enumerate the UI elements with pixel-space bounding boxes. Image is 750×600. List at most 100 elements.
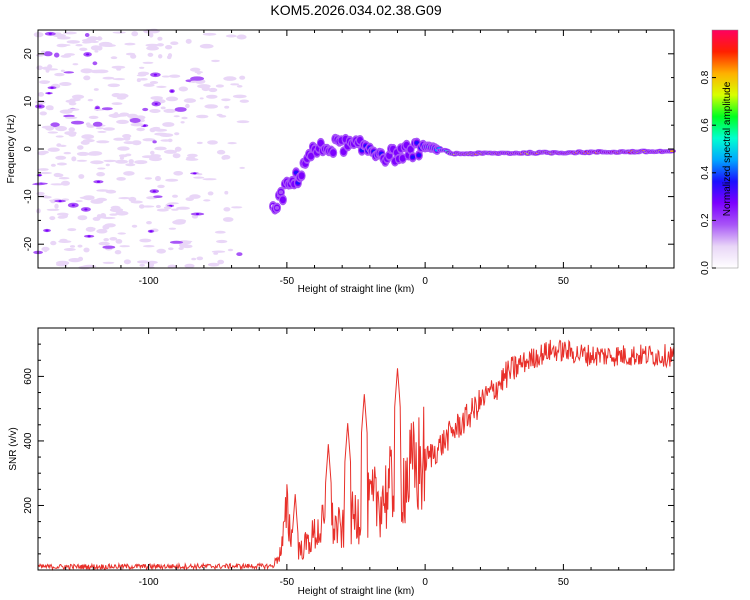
noise-blob (172, 194, 178, 198)
colorbar-frame (711, 29, 739, 269)
noise-core (47, 92, 51, 95)
noise-blob (63, 248, 76, 251)
noise-blob (71, 94, 85, 100)
noise-blob (203, 199, 211, 202)
noise-blob (63, 31, 77, 35)
noise-blob (109, 213, 118, 216)
noise-blob (174, 146, 182, 152)
noise-blob (95, 127, 104, 130)
noise-blob (190, 76, 205, 81)
snr-xlabel: Height of straight line (km) (298, 586, 415, 597)
noise-blob (47, 131, 59, 134)
noise-blob (150, 96, 163, 100)
noise-blob (56, 162, 67, 166)
noise-blob (75, 44, 83, 47)
noise-blob (102, 245, 116, 249)
noise-blob (39, 150, 49, 154)
noise-blob (215, 84, 224, 88)
noise-blob (60, 69, 65, 73)
noise-core (71, 204, 75, 207)
noise-core (169, 204, 173, 207)
noise-blob (50, 240, 57, 246)
noise-blob (147, 28, 160, 34)
noise-blob (211, 59, 220, 63)
noise-blob (112, 78, 126, 81)
noise-blob (146, 221, 152, 225)
noise-blob (55, 155, 67, 160)
snr-xtick-label: -100 (139, 577, 159, 588)
noise-core (48, 32, 52, 35)
colorbar-tick-label: 0.8 (700, 70, 711, 84)
noise-blob (88, 151, 103, 156)
snr-ylabel: SNR (v/v) (8, 427, 19, 470)
heatmap-ylabel: Frequency (Hz) (6, 115, 17, 184)
noise-blob (111, 102, 123, 105)
noise-blob (137, 260, 150, 264)
noise-blob (163, 206, 172, 210)
noise-blob (63, 151, 72, 155)
noise-blob (90, 69, 103, 74)
noise-blob (64, 116, 78, 119)
noise-core (84, 208, 88, 211)
noise-blob (50, 163, 56, 167)
noise-blob (142, 61, 154, 64)
noise-blob (141, 205, 155, 208)
noise-blob (83, 247, 90, 253)
noise-blob (131, 140, 142, 146)
noise-blob (103, 159, 117, 163)
noise-blob (50, 122, 60, 127)
noise-blob (49, 106, 54, 111)
noise-blob (85, 122, 91, 126)
noise-blob (123, 171, 135, 176)
noise-core (152, 190, 156, 193)
noise-blob (79, 47, 88, 51)
noise-blob (174, 132, 180, 136)
noise-blob (204, 104, 218, 109)
heatmap-xlabel: Height of straight line (km) (298, 284, 415, 295)
noise-blob (236, 85, 243, 88)
noise-blob (185, 103, 190, 109)
noise-blob (223, 207, 231, 212)
colorbar-gradient (712, 30, 738, 268)
noise-blob (58, 177, 70, 180)
noise-blob (155, 204, 161, 209)
noise-blob (211, 250, 226, 253)
snr-ytick-label: 600 (23, 368, 34, 385)
noise-blob (103, 127, 115, 131)
noise-blob (54, 72, 65, 77)
noise-blob (156, 208, 169, 212)
noise-blob (56, 263, 68, 267)
noise-blob (149, 32, 154, 38)
ridge-core (308, 154, 314, 159)
noise-blob (144, 177, 152, 180)
ridge-core (414, 141, 419, 145)
snr-panel: -100 -50 0 50 200 400 600 Height of straight l… (8, 327, 675, 597)
heatmap-ytick-label: -20 (23, 237, 34, 252)
noise-blob (96, 228, 108, 234)
noise-blob (96, 172, 105, 177)
noise-blob (173, 115, 180, 118)
noise-blob (82, 195, 95, 201)
noise-blob (139, 263, 145, 267)
noise-blob (174, 107, 187, 112)
noise-blob (128, 159, 134, 164)
ridge-core (331, 150, 336, 155)
noise-blob (102, 216, 116, 220)
noise-blob (142, 107, 149, 112)
noise-blob (95, 36, 103, 41)
noise-blob (155, 175, 161, 182)
noise-blob (182, 244, 193, 249)
noise-blob (36, 208, 41, 214)
noise-blob (172, 153, 181, 159)
noise-blob (77, 145, 84, 150)
noise-blob (59, 238, 68, 242)
noise-blob (49, 216, 56, 221)
ridge-core (341, 149, 346, 154)
noise-blob (57, 36, 71, 40)
heatmap-xtick-label: 0 (422, 276, 428, 287)
noise-blob (213, 252, 219, 255)
noise-blob (128, 196, 137, 202)
noise-core (96, 180, 100, 183)
noise-blob (168, 227, 177, 230)
